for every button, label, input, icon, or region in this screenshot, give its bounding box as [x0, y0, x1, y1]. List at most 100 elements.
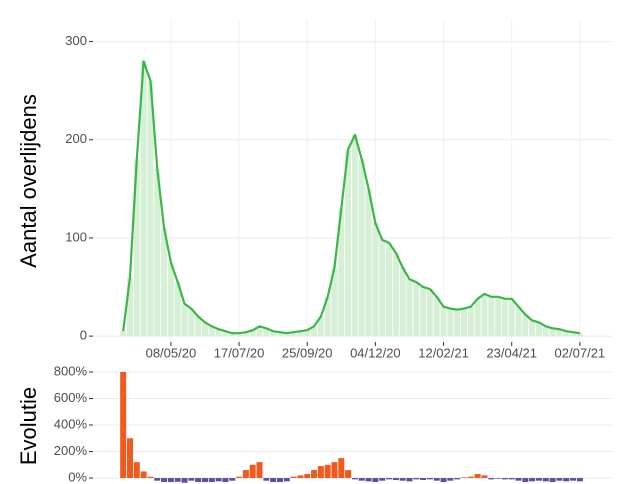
bar	[372, 223, 379, 337]
bar	[467, 476, 474, 479]
y-tick-label: 800%	[54, 363, 88, 378]
bar	[406, 279, 413, 337]
bar	[256, 326, 263, 337]
bar	[276, 478, 283, 483]
bar	[290, 476, 297, 479]
bar	[270, 331, 277, 337]
bar	[426, 478, 433, 480]
bar	[201, 322, 208, 337]
bar	[147, 80, 154, 337]
bar	[222, 331, 229, 337]
bar	[140, 61, 147, 337]
bar	[154, 478, 161, 481]
bar	[229, 333, 236, 337]
bar	[501, 478, 508, 480]
bar	[270, 478, 277, 483]
bar	[501, 298, 508, 337]
bar	[515, 306, 522, 337]
bar	[522, 314, 529, 337]
bar	[345, 470, 352, 479]
bar	[454, 478, 461, 480]
bar	[433, 478, 440, 481]
bar	[127, 438, 134, 479]
bar	[133, 159, 140, 337]
bar	[317, 316, 324, 337]
bar	[276, 332, 283, 337]
bar	[297, 475, 304, 479]
bar	[242, 470, 249, 479]
bar	[542, 478, 549, 482]
y-axis-label: Evolutie	[16, 387, 41, 465]
bar	[474, 298, 481, 337]
x-tick-label: 08/05/20	[146, 345, 197, 360]
bar	[215, 329, 222, 337]
bar	[549, 478, 556, 483]
bar	[508, 298, 515, 337]
bar	[195, 478, 202, 483]
bar	[256, 462, 263, 479]
bar	[542, 326, 549, 337]
bar	[372, 478, 379, 483]
bar	[365, 478, 372, 482]
bar	[399, 267, 406, 337]
bar	[379, 239, 386, 337]
y-tick-label: 200	[65, 131, 87, 146]
bar	[140, 471, 147, 479]
bar	[331, 267, 338, 337]
bar	[440, 306, 447, 337]
bar	[311, 326, 318, 337]
x-tick-label: 04/12/20	[350, 345, 401, 360]
bar	[570, 478, 577, 481]
bar	[161, 228, 168, 337]
bar	[324, 296, 331, 337]
bar	[201, 478, 208, 483]
line	[122, 60, 581, 335]
bar	[467, 306, 474, 337]
bar	[399, 478, 406, 481]
bar	[263, 478, 270, 481]
bar	[120, 331, 127, 337]
bar	[324, 464, 331, 479]
bar	[161, 478, 168, 483]
bar	[317, 466, 324, 479]
bar	[174, 478, 181, 482]
bar	[481, 475, 488, 479]
x-tick-label: 17/07/20	[214, 345, 265, 360]
bar	[304, 330, 311, 337]
bar	[208, 478, 215, 483]
bar	[535, 322, 542, 337]
bar	[167, 262, 174, 337]
bar	[535, 478, 542, 481]
bar	[488, 296, 495, 337]
bar	[236, 476, 243, 479]
x-tick-label: 12/02/21	[418, 345, 469, 360]
bar	[263, 328, 270, 337]
bar	[283, 333, 290, 337]
bar	[229, 478, 236, 481]
bar	[474, 474, 481, 479]
bar	[345, 149, 352, 337]
bar	[311, 470, 318, 479]
bar	[133, 462, 140, 479]
bar	[440, 478, 447, 483]
bar	[420, 287, 427, 337]
bar	[515, 478, 522, 481]
bar	[413, 282, 420, 337]
bar	[338, 208, 345, 337]
bar	[181, 303, 188, 337]
bar	[481, 293, 488, 337]
bar	[392, 252, 399, 337]
bar	[195, 316, 202, 337]
bar	[447, 308, 454, 337]
bar	[460, 308, 467, 337]
bar	[242, 332, 249, 337]
bar	[127, 277, 134, 337]
bar	[379, 478, 386, 481]
bar	[188, 478, 195, 481]
bar	[386, 242, 393, 337]
bar	[290, 332, 297, 337]
bar	[570, 332, 577, 337]
bar	[249, 464, 256, 479]
bar	[549, 328, 556, 337]
x-tick-label: 23/04/21	[486, 345, 537, 360]
